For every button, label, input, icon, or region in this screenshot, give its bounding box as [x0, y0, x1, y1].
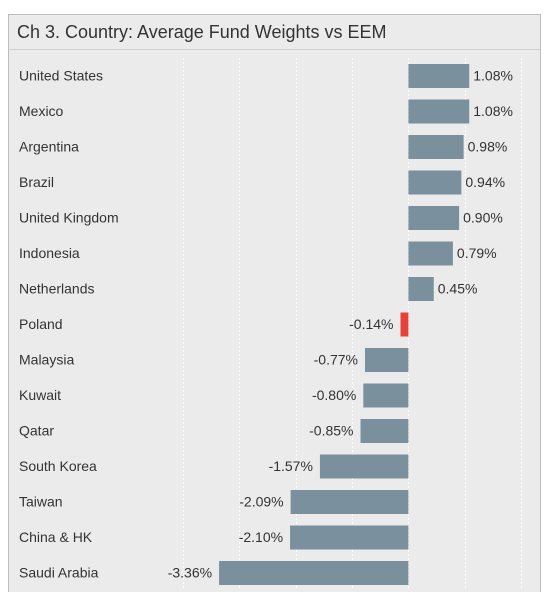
value-label: 0.45%: [438, 281, 478, 297]
category-label: Poland: [19, 316, 63, 332]
category-label: United States: [19, 68, 103, 84]
value-label: -3.36%: [168, 565, 212, 581]
bar: [365, 348, 409, 372]
category-label: Saudi Arabia: [19, 565, 99, 581]
bar: [408, 135, 464, 159]
bar: [360, 419, 409, 443]
bar: [290, 490, 409, 514]
category-label: United Kingdom: [19, 210, 119, 226]
value-label: 0.79%: [457, 245, 497, 261]
value-label: 0.90%: [463, 210, 503, 226]
category-label: South Korea: [19, 458, 97, 474]
value-label: -2.10%: [239, 529, 283, 545]
category-label: Argentina: [19, 139, 79, 155]
value-label: -0.80%: [312, 387, 356, 403]
category-label: Indonesia: [19, 245, 80, 261]
bar: [400, 312, 409, 337]
bar: [363, 383, 409, 408]
category-label: Taiwan: [19, 494, 63, 510]
chart-title: Ch 3. Country: Average Fund Weights vs E…: [17, 22, 387, 42]
category-label: Kuwait: [19, 387, 61, 403]
value-label: 1.08%: [473, 68, 513, 84]
value-label: -0.14%: [349, 316, 393, 332]
category-label: Netherlands: [19, 281, 95, 297]
marks: United States 1.08% Mexico 1.08% Argentina 0.…: [19, 64, 513, 585]
bar: [408, 277, 434, 301]
bar: [408, 206, 460, 230]
category-label: Brazil: [19, 174, 54, 190]
bar: [290, 525, 409, 550]
value-label: -1.57%: [269, 458, 313, 474]
value-label: -0.85%: [309, 423, 353, 439]
bar: [408, 170, 462, 195]
value-label: 0.98%: [468, 139, 508, 155]
value-label: -2.09%: [239, 494, 283, 510]
bar: [408, 99, 470, 124]
category-label: Malaysia: [19, 352, 74, 368]
value-label: 0.94%: [465, 174, 505, 190]
bar: [319, 454, 409, 479]
category-label: Mexico: [19, 103, 64, 119]
value-label: 1.08%: [473, 103, 513, 119]
bar: [219, 561, 409, 585]
category-label: China & HK: [19, 529, 93, 545]
value-label: -0.77%: [314, 352, 358, 368]
bar: [408, 241, 453, 266]
category-label: Qatar: [19, 423, 54, 439]
bar: [408, 64, 470, 88]
